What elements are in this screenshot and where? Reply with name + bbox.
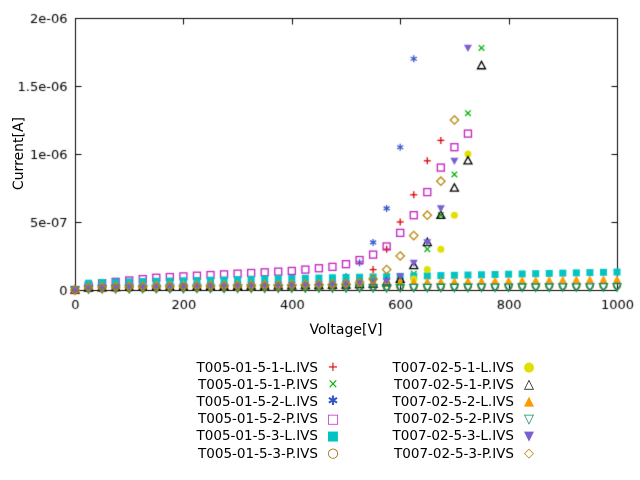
legend-item: T007-02-5-2-L.IVS ▲ [374, 393, 544, 410]
legend-label: T005-01-5-3-L.IVS [196, 428, 318, 445]
legend-label: T007-02-5-2-P.IVS [394, 411, 514, 428]
open-square-marker-icon: □ [326, 411, 340, 427]
x-axis-label: Voltage[V] [309, 322, 383, 338]
legend-item: T007-02-5-2-P.IVS ▽ [374, 411, 544, 428]
y-axis-label: Current[A] [11, 117, 27, 191]
open-diamond-marker-icon: ◇ [524, 446, 534, 462]
legend-item: T005-01-5-3-L.IVS ■ [178, 428, 348, 445]
open-triangle-marker-icon: △ [524, 377, 534, 393]
legend-item: T005-01-5-2-P.IVS □ [178, 411, 348, 428]
plus-marker-icon: + [327, 360, 339, 376]
filled-triangle-marker-icon: ▲ [524, 394, 534, 410]
legend-label: T005-01-5-1-L.IVS [196, 359, 318, 376]
open-down-triangle-marker-icon: ▽ [524, 411, 534, 427]
legend-item: T007-02-5-1-L.IVS ● [374, 359, 544, 376]
legend-label: T005-01-5-1-P.IVS [198, 376, 318, 393]
legend-label: T005-01-5-3-P.IVS [198, 445, 318, 462]
legend-label: T007-02-5-1-P.IVS [394, 376, 514, 393]
filled-down-triangle-marker-icon: ▼ [524, 428, 534, 444]
legend: T005-01-5-1-L.IVS + T007-02-5-1-L.IVS ● … [178, 359, 544, 462]
legend-item: T005-01-5-2-L.IVS ✱ [178, 393, 348, 410]
legend-label: T007-02-5-3-L.IVS [392, 428, 514, 445]
legend-item: T005-01-5-3-P.IVS ○ [178, 445, 348, 462]
legend-label: T007-02-5-3-P.IVS [394, 445, 514, 462]
open-circle-marker-icon: ○ [327, 446, 339, 462]
legend-label: T005-01-5-2-P.IVS [198, 411, 318, 428]
asterisk-marker-icon: ✱ [327, 394, 339, 410]
legend-label: T007-02-5-1-L.IVS [392, 359, 514, 376]
legend-item: T007-02-5-3-L.IVS ▼ [374, 428, 544, 445]
y-axis-label-wrap: Current[A] [8, 18, 30, 290]
legend-label: T007-02-5-2-L.IVS [392, 393, 514, 410]
legend-item: T005-01-5-1-L.IVS + [178, 359, 348, 376]
legend-label: T005-01-5-2-L.IVS [196, 393, 318, 410]
filled-square-marker-icon: ■ [326, 428, 340, 444]
filled-circle-marker-icon: ● [523, 360, 535, 376]
cross-marker-icon: × [327, 377, 339, 393]
legend-item: T005-01-5-1-P.IVS × [178, 376, 348, 393]
legend-item: T007-02-5-3-P.IVS ◇ [374, 445, 544, 462]
legend-item: T007-02-5-1-P.IVS △ [374, 376, 544, 393]
